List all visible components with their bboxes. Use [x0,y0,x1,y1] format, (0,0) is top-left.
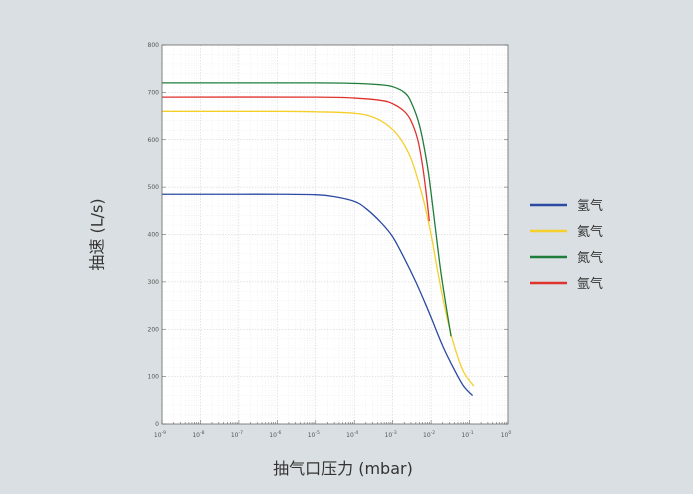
x-tick-label: 10-9 [154,430,166,439]
legend-label: 氮气 [577,250,603,266]
y-tick-label: 600 [148,137,160,144]
legend-item: 氢气 [530,198,603,214]
series-line-0 [162,193,474,397]
x-tick-label: 100 [501,430,512,439]
y-tick-label: 800 [148,42,160,49]
legend-item: 氦气 [530,224,603,240]
x-axis-title: 抽气口压力 (mbar) [273,459,413,478]
y-tick-label: 700 [148,89,160,96]
x-tick-labels: 10-9 10-8 10-7 10-6 10-5 10-4 10-3 10-2 10-1 100 [154,430,511,439]
legend-label: 氩气 [577,276,603,292]
legend-item: 氩气 [530,276,603,292]
x-tick-label: 10-8 [192,430,204,439]
legend-label: 氦气 [577,224,603,240]
x-tick-label: 10-1 [461,430,473,439]
minor-gridlines [162,45,508,424]
y-tick-label: 200 [148,326,160,333]
x-tick-label: 10-4 [346,430,358,439]
y-tick-label: 0 [155,421,159,428]
plot-area [161,44,509,425]
legend-label: 氢气 [577,198,603,214]
x-tick-label: 10-5 [308,430,320,439]
y-tick-label: 400 [148,232,160,239]
axis-ticks [161,44,509,425]
series-line-2 [161,82,452,337]
x-tick-label: 10-3 [385,430,397,439]
series-lines [161,82,475,397]
x-tick-label: 10-7 [231,430,243,439]
y-tick-label: 300 [148,279,160,286]
y-tick-label: 100 [148,374,160,381]
legend-item: 氮气 [530,250,603,266]
x-tick-label: 10-2 [423,430,435,439]
x-tick-label: 10-6 [269,430,281,439]
series-line-3 [161,96,430,222]
y-tick-labels: 0 100 200 300 400 500 600 700 800 [148,42,160,428]
y-axis-title: 抽速 (L/s) [88,198,107,270]
y-tick-label: 500 [148,184,160,191]
